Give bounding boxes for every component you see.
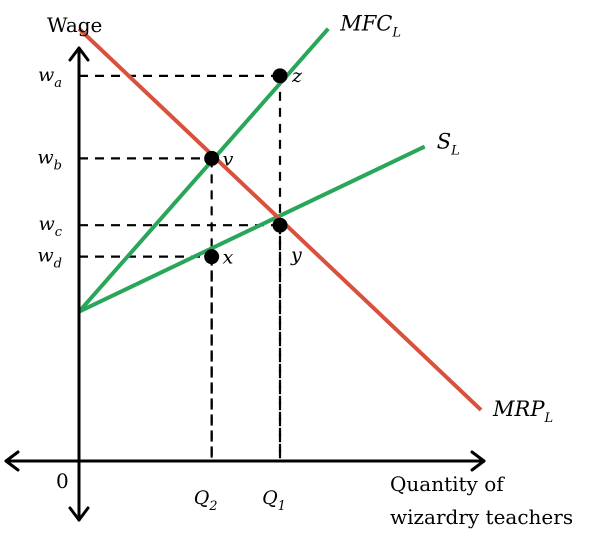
axes xyxy=(4,46,486,522)
y-tick-label-wb: wb xyxy=(37,146,62,173)
x-tick-label-Q1: Q1 xyxy=(262,487,286,514)
series-label-s: SL xyxy=(437,130,460,159)
labels: Wage Quantity of wizardry teachers 0 MFC… xyxy=(37,12,573,529)
point-label-z: z xyxy=(291,65,303,87)
x-axis-arrow-left xyxy=(4,450,20,472)
y-axis-title: Wage xyxy=(47,13,102,37)
point-marker-z xyxy=(272,68,288,84)
point-label-x: x xyxy=(223,247,234,269)
y-axis-arrow-bottom xyxy=(68,506,90,522)
point-marker-x xyxy=(204,249,220,265)
x-axis-title-line-1: Quantity of xyxy=(390,472,505,496)
point-marker-v xyxy=(204,150,220,166)
x-axis-arrow-right xyxy=(470,450,486,472)
point-label-v: v xyxy=(223,148,234,170)
series-line-s xyxy=(78,144,426,314)
intersection-points xyxy=(204,68,288,265)
origin-label: 0 xyxy=(56,469,69,493)
y-tick-label-wc: wc xyxy=(38,213,62,240)
y-tick-label-wd: wd xyxy=(37,245,62,272)
series-label-mfc: MFCL xyxy=(339,12,401,41)
x-tick-label-Q2: Q2 xyxy=(194,487,218,514)
y-axis-arrow-top xyxy=(68,46,90,62)
point-label-y: y xyxy=(290,244,302,266)
point-marker-y xyxy=(272,217,288,233)
dashed-guides xyxy=(79,74,282,461)
series-line-mfc xyxy=(77,27,330,313)
x-axis-title-line-2: wizardry teachers xyxy=(390,505,573,529)
y-tick-label-wa: wa xyxy=(38,64,62,91)
series-label-mrp: MRPL xyxy=(492,397,553,426)
